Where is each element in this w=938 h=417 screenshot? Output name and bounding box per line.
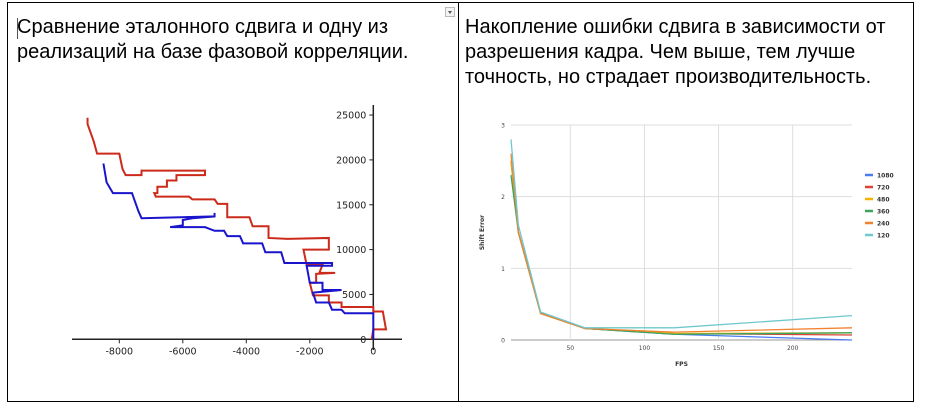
y-tick-label: 10000 xyxy=(336,245,366,256)
x-tick-label: 100 xyxy=(639,345,651,352)
y-tick-label: 0 xyxy=(360,335,366,346)
x-tick-label: 150 xyxy=(713,345,725,352)
left-cell-text[interactable]: Сравнение эталонного сдвига и одну из ре… xyxy=(17,16,409,63)
x-tick-label: 200 xyxy=(787,345,799,352)
y-tick-label: 20000 xyxy=(336,155,366,166)
legend-label-720: 720 xyxy=(877,185,890,192)
legend-label-480: 480 xyxy=(877,197,890,204)
shift-trajectory-chart: -8000 -6000 -4000 -2000 00 5000 10000 15000 2000… xyxy=(72,105,402,357)
series-line-240 xyxy=(510,153,853,333)
legend-label-1080: 1080 xyxy=(877,173,894,180)
x-axis-title: FPS xyxy=(675,361,688,368)
legend-label-120: 120 xyxy=(877,233,890,240)
series-line-360 xyxy=(510,175,853,335)
legend-label-240: 240 xyxy=(877,221,890,228)
x-tick-label: -8000 xyxy=(105,346,133,357)
y-tick-label: 5000 xyxy=(342,290,366,301)
y-axis-title: Shift Error xyxy=(479,215,486,250)
y-tick-label: 15000 xyxy=(336,200,366,211)
column-divider xyxy=(458,3,459,401)
y-tick-label: 0 xyxy=(501,338,505,345)
trajectory-line-0 xyxy=(86,117,388,340)
x-tick-label: -6000 xyxy=(169,346,197,357)
series-line-720 xyxy=(510,160,853,336)
series-line-480 xyxy=(510,160,853,335)
text-cursor xyxy=(17,18,18,39)
right-cell-text[interactable]: Накопление ошибки сдвига в зависимости о… xyxy=(465,16,886,88)
y-tick-label: 2 xyxy=(501,194,505,201)
document-table: Сравнение эталонного сдвига и одну из ре… xyxy=(7,2,914,402)
y-tick-label: 25000 xyxy=(336,111,366,122)
legend-label-360: 360 xyxy=(877,209,890,216)
series-line-1080 xyxy=(510,160,853,341)
dropdown-arrow-icon[interactable] xyxy=(445,7,455,17)
x-tick-label: 0 xyxy=(370,346,376,357)
x-tick-label: -4000 xyxy=(232,346,260,357)
x-tick-label: -2000 xyxy=(296,346,324,357)
y-tick-label: 1 xyxy=(501,266,505,273)
y-tick-label: 3 xyxy=(501,123,505,130)
trajectory-line-1 xyxy=(102,163,375,340)
shift-error-chart: 0 1 2 3 50 100 150 200 FPS Shift Error 1080 720 480 3… xyxy=(479,123,894,369)
series-line-120 xyxy=(510,139,853,329)
x-tick-label: 50 xyxy=(566,345,574,352)
